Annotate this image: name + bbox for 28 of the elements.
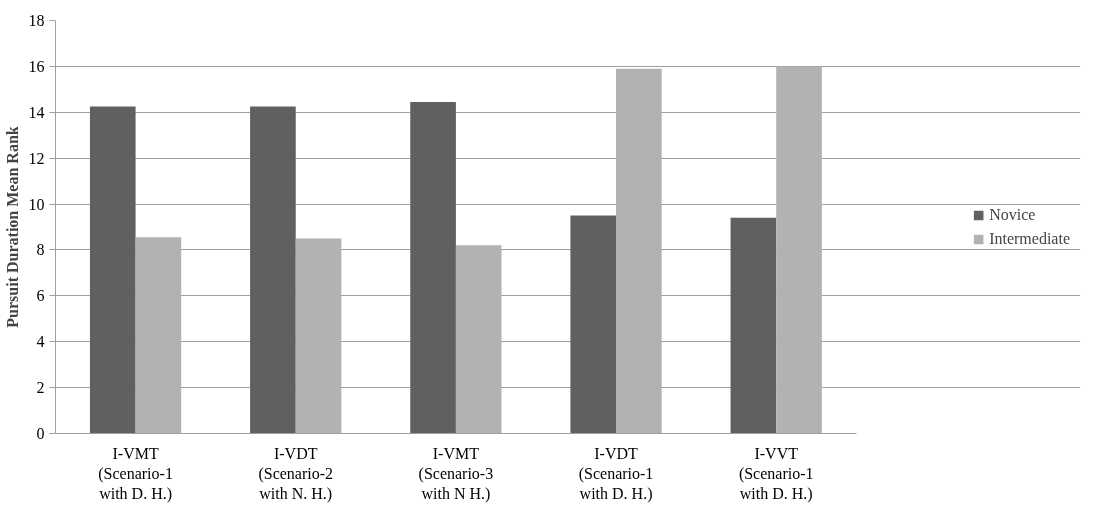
y-tick-label: 12 [28, 149, 45, 167]
x-tick-label: I-VMT (Scenario-1 with D. H.) [98, 444, 173, 504]
bar [730, 217, 777, 434]
y-axis-title: Pursuit Duration Mean Rank [3, 126, 21, 328]
y-tick-label: 16 [28, 57, 45, 75]
bar [295, 238, 342, 434]
x-tick-label: I-VDT (Scenario-1 with D. H.) [578, 444, 654, 504]
y-tick-label: 2 [36, 379, 45, 397]
x-tick-label: I-VVT (Scenario-1 with D. H.) [738, 444, 814, 504]
y-tick-label: 8 [36, 241, 45, 259]
legend-label: Novice [989, 205, 1036, 224]
y-tick-label: 6 [36, 287, 45, 305]
bar [455, 245, 502, 434]
y-tick-label: 0 [36, 425, 45, 442]
bar [570, 215, 617, 434]
bar [135, 237, 182, 434]
x-tick-label: I-VMT (Scenario-3 with N H.) [418, 444, 494, 504]
bar [776, 66, 822, 434]
y-tick-label: 14 [28, 103, 45, 121]
y-tick-label: 4 [36, 333, 45, 351]
y-tick-label: 10 [28, 195, 45, 213]
bar [410, 101, 456, 434]
bar [250, 106, 296, 434]
y-tick-label: 18 [28, 12, 45, 29]
bar [89, 106, 136, 434]
legend-label: Intermediate [989, 229, 1070, 248]
bar [616, 68, 662, 434]
x-tick-label: I-VDT (Scenario-2 with N. H.) [258, 444, 334, 504]
